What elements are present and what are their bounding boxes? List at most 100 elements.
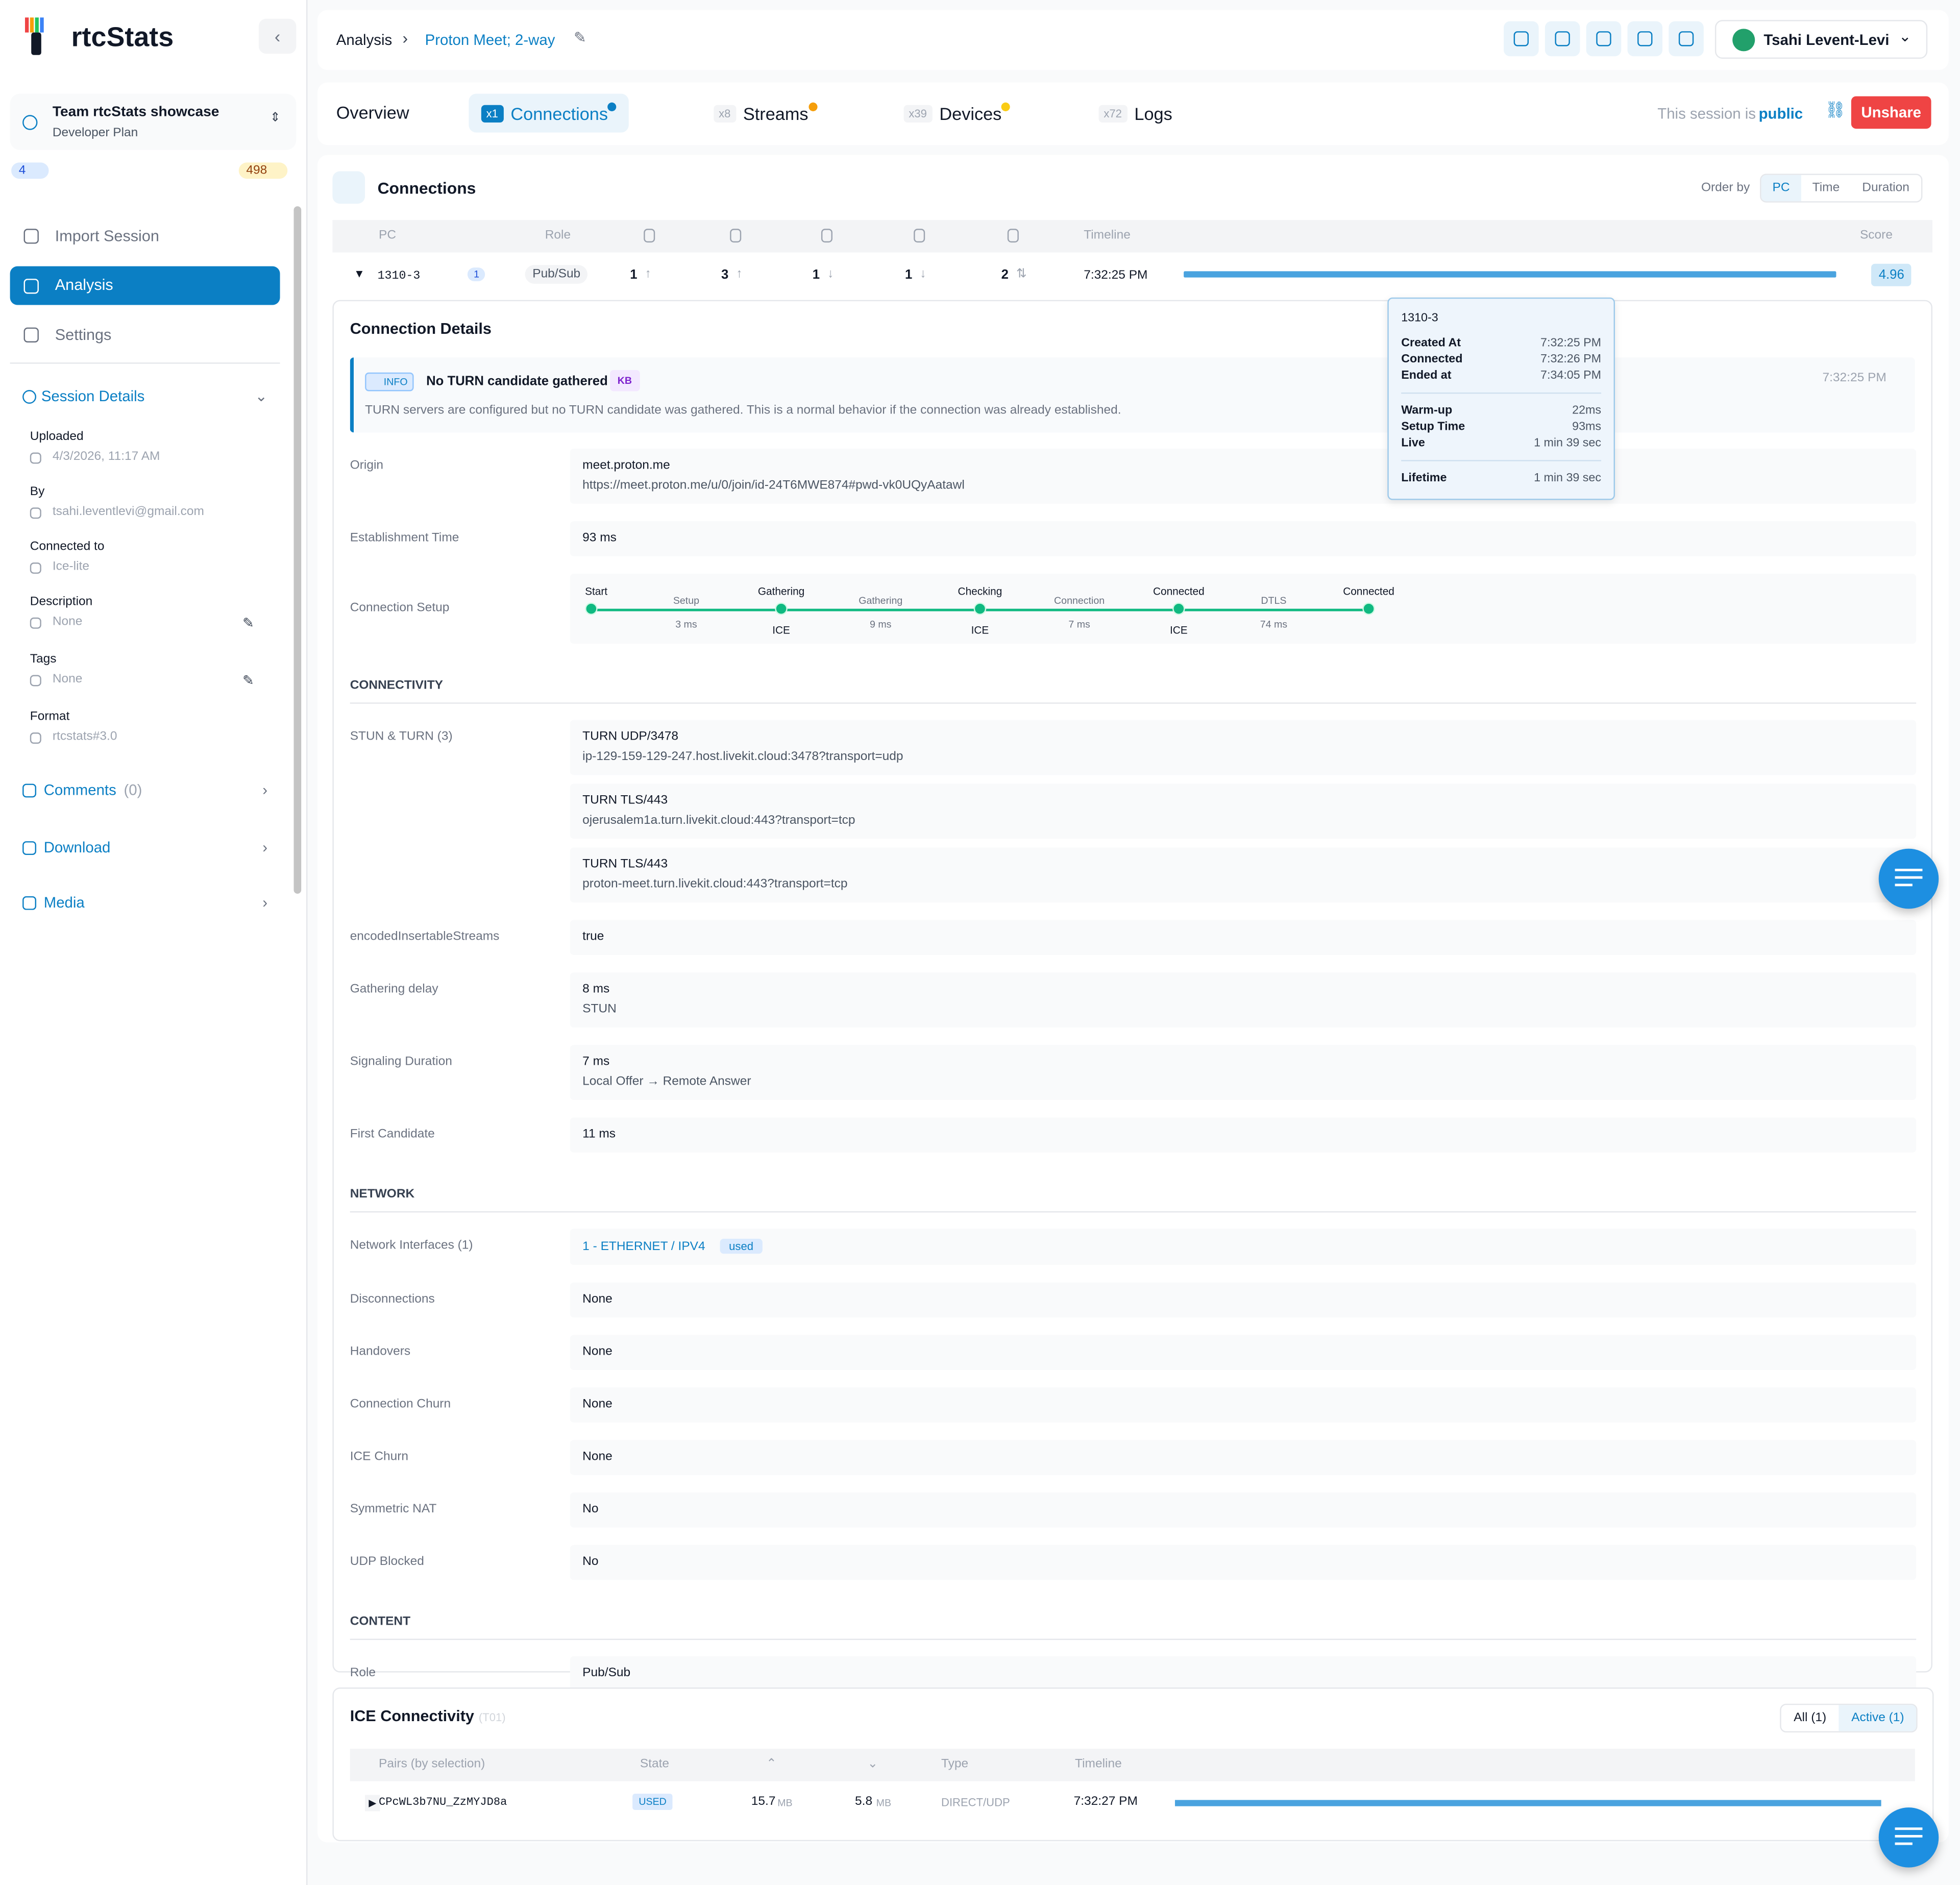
toolbar-button[interactable]	[1504, 21, 1539, 57]
toolbar-button[interactable]	[1627, 21, 1663, 57]
value-block: TURN TLS/443 ojerusalem1a.turn.livekit.cl…	[570, 784, 1917, 839]
menu-line	[1895, 1842, 1913, 1845]
setup-node	[775, 602, 788, 615]
value-block: 1 - ETHERNET / IPV4 used	[570, 1229, 1917, 1265]
breadcrumb-root[interactable]: Analysis	[336, 31, 393, 49]
value-text: None	[582, 1345, 612, 1359]
divider	[10, 362, 280, 364]
row-values: meet.proton.me https://meet.proton.me/u/0…	[570, 449, 1917, 512]
header-received: ⌄	[867, 1757, 878, 1772]
row-label: encodedInsertableStreams	[350, 929, 500, 944]
value-detail: Local Offer → Remote Answer	[582, 1075, 751, 1089]
tab[interactable]: x39 Devices	[891, 94, 1023, 133]
detail-row: Signaling Duration 7 ms Local Offer → Remo…	[350, 1045, 1917, 1109]
row-values: None	[570, 1440, 1917, 1484]
value-detail: https://meet.proton.me/u/0/join/id-24T6M…	[582, 478, 965, 493]
kb-badge[interactable]: KB	[610, 370, 640, 391]
tab[interactable]: x8 Streams	[701, 94, 829, 133]
tooltip-value: 1 min 39 sec	[1534, 471, 1602, 485]
detail-row: Gathering delay 8 ms STUN	[350, 972, 1917, 1036]
floating-menu-button[interactable]	[1878, 1807, 1939, 1868]
alert-tag: INFO	[365, 372, 414, 391]
row-values: 11 ms	[570, 1117, 1917, 1161]
tab[interactable]: x1 Connections	[469, 93, 629, 133]
share-text: This session is	[1657, 105, 1756, 123]
direction-icon: ⇅	[1016, 267, 1027, 282]
tooltip-row: Created At 7:32:25 PM	[1401, 335, 1601, 351]
tab-label: Streams	[743, 103, 808, 124]
section-link[interactable]: Media ›	[22, 894, 267, 910]
tooltip-value: 7:32:25 PM	[1540, 336, 1602, 350]
scrollbar	[293, 206, 302, 894]
value-text: 8 ms	[582, 982, 610, 996]
toolbar-icon	[1637, 31, 1653, 46]
section-header: CONNECTIVITY	[350, 661, 1917, 704]
user-name: Tsahi Levent-Levi	[1763, 31, 1890, 49]
field-value: Ice-lite	[52, 560, 89, 574]
used-badge: used	[720, 1238, 763, 1254]
menu-line	[1895, 876, 1923, 879]
row-label: Symmetric NAT	[350, 1502, 437, 1516]
nav-item[interactable]: Analysis	[10, 265, 280, 305]
toolbar-button[interactable]	[1586, 21, 1622, 57]
filter-option[interactable]: Active (1)	[1839, 1705, 1917, 1731]
edit-icon[interactable]: ✎	[242, 673, 254, 689]
section-link[interactable]: Comments (0) ›	[22, 781, 267, 799]
section-title: Download	[43, 839, 111, 856]
field-value: rtcstats#3.0	[52, 730, 117, 744]
session-details-header[interactable]: Session Details ⌄	[22, 387, 267, 405]
value-text: 1 - ETHERNET / IPV4	[582, 1240, 705, 1254]
team-switch: ⇕	[270, 111, 281, 125]
floating-menu-button[interactable]	[1878, 848, 1939, 909]
team-card[interactable]: Team rtcStats showcase Developer Plan ⇕	[10, 93, 297, 150]
unshare-button[interactable]: Unshare	[1851, 96, 1931, 129]
logo-bar	[35, 17, 39, 33]
tab-label: Logs	[1134, 103, 1172, 124]
value-text: 93 ms	[582, 531, 617, 545]
menu-line	[1895, 1834, 1923, 1838]
tooltip-group: Lifetime 1 min 39 sec	[1401, 460, 1602, 486]
sidebar-scroll: Import Session Analysis Settings Session De…	[0, 187, 306, 910]
connection-row[interactable]: ▼ 1310-3 1 Pub/Sub 1 ↑ 3 ↑ 1 ↓ 1 ↓ 2 ⇅ 7:32:25 PM 4.96	[332, 257, 1932, 295]
chevron: ⌄	[1898, 27, 1912, 45]
order-option[interactable]: PC	[1761, 175, 1801, 202]
logo-bar	[30, 17, 34, 33]
section-link[interactable]: Download ›	[22, 839, 267, 856]
section-title: Comments	[43, 781, 116, 799]
filter-option[interactable]: All (1)	[1794, 1711, 1827, 1725]
detail-row: STUN & TURN (3) TURN UDP/3478 ip-129-159-1…	[350, 720, 1917, 912]
section-title: Media	[43, 893, 85, 910]
value-block: meet.proton.me https://meet.proton.me/u/0…	[570, 449, 1917, 504]
tab[interactable]: x72 Logs	[1086, 94, 1185, 133]
link-icon[interactable]: ⛓	[1825, 100, 1846, 119]
value-block: None	[570, 1282, 1917, 1318]
edit-icon[interactable]: ✎	[242, 616, 254, 631]
toolbar-button[interactable]	[1669, 21, 1704, 57]
value-detail: STUN	[582, 1002, 617, 1016]
toolbar-button[interactable]	[1545, 21, 1580, 57]
toolbar-icon	[1513, 31, 1529, 46]
header-sent: ⌃	[766, 1757, 777, 1772]
detail-row: Origin meet.proton.me https://meet.proton.…	[350, 449, 1917, 512]
row-values: 7 ms Local Offer → Remote Answer	[570, 1045, 1917, 1109]
header-icon	[1007, 229, 1019, 243]
tab-overview[interactable]: Overview	[336, 102, 409, 123]
nav-item[interactable]: Import Session	[10, 216, 280, 255]
order-option[interactable]: Duration	[1862, 181, 1909, 195]
value-text: 11 ms	[582, 1127, 616, 1141]
user-menu[interactable]: Tsahi Levent-Levi ⌄	[1714, 20, 1928, 59]
nav-item[interactable]: Settings	[10, 315, 280, 354]
nav-icon	[23, 278, 39, 293]
setup-block: Start Gathering ICE Checking ICE Connected ICE…	[570, 574, 1917, 652]
collapse-button[interactable]: ‹	[258, 18, 297, 54]
connections-panel: Connections Order by PC Time Duration PC Role T…	[317, 155, 1949, 1843]
count: 1	[812, 267, 820, 283]
edit-icon[interactable]: ✎	[574, 29, 586, 46]
row-values: 93 ms	[570, 521, 1917, 565]
ice-row[interactable]: ▶ CPcWL3b7NU_ZzMYJD8a USED 15.7 MB 5.8 MB DIREC…	[350, 1789, 1915, 1819]
value-text: TURN UDP/3478	[582, 730, 679, 744]
score-pill: 4.96	[1871, 263, 1912, 286]
order-option[interactable]: Time	[1812, 181, 1840, 195]
section-icon	[22, 840, 37, 854]
